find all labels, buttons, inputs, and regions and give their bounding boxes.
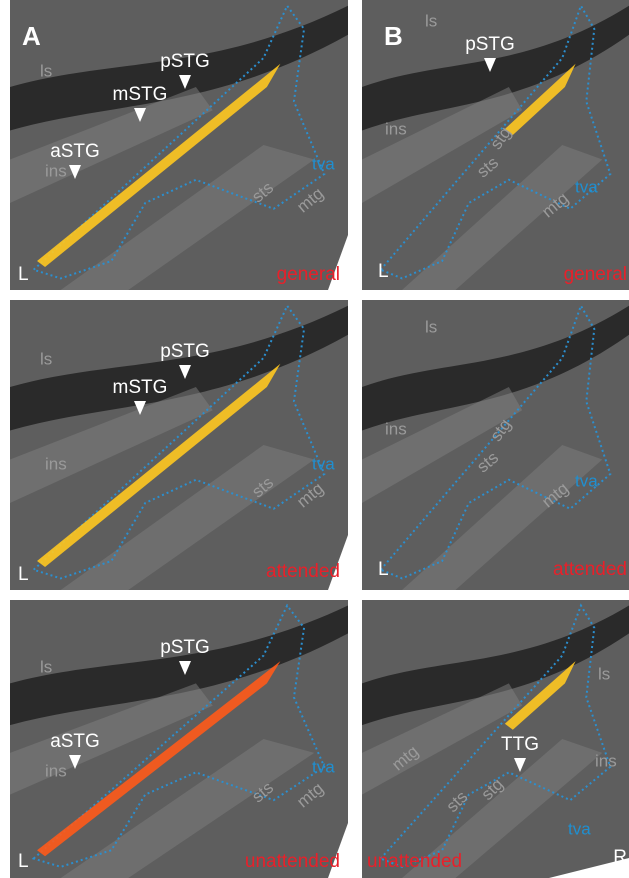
panel-letter: A: [22, 21, 41, 51]
peak-label: TTG: [501, 734, 539, 755]
anatomy-label: ins: [385, 119, 407, 138]
anatomy-label: ins: [45, 761, 67, 780]
peak-label: aSTG: [50, 731, 100, 752]
anatomy-label: ins: [45, 454, 67, 473]
peak-label: mSTG: [113, 84, 168, 105]
roi-label: tva: [575, 471, 598, 490]
hemisphere-label: L: [18, 851, 29, 872]
peak-label: pSTG: [465, 34, 515, 55]
roi-label: tva: [575, 177, 598, 196]
panel-letter: B: [384, 21, 403, 51]
anatomy-label: ls: [598, 664, 610, 683]
anatomy-label: ins: [45, 161, 67, 180]
anatomy-label: ls: [40, 657, 52, 676]
anatomy-label: ls: [425, 317, 437, 336]
condition-label: attended: [266, 561, 340, 582]
hemisphere-label: L: [18, 264, 29, 285]
anatomy-label: ins: [385, 419, 407, 438]
peak-label: pSTG: [160, 341, 210, 362]
peak-label: aSTG: [50, 141, 100, 162]
roi-label: tva: [312, 757, 335, 776]
anatomy-label: ls: [425, 11, 437, 30]
hemisphere-label: L: [378, 559, 389, 580]
condition-label: attended: [553, 559, 627, 580]
roi-label: tva: [568, 819, 591, 838]
hemisphere-label: L: [378, 261, 389, 282]
condition-label: unattended: [367, 851, 462, 872]
condition-label: general: [564, 264, 627, 285]
anatomy-label: ins: [595, 751, 617, 770]
condition-label: unattended: [245, 851, 340, 872]
condition-label: general: [277, 264, 340, 285]
anatomy-label: ls: [40, 61, 52, 80]
peak-label: pSTG: [160, 637, 210, 658]
peak-label: pSTG: [160, 51, 210, 72]
anatomy-label: ls: [40, 349, 52, 368]
hemisphere-label: L: [18, 564, 29, 585]
peak-label: mSTG: [113, 377, 168, 398]
hemisphere-label: R: [613, 847, 627, 868]
roi-label: tva: [312, 154, 335, 173]
roi-label: tva: [312, 454, 335, 473]
figure: AlsinsstsmtgpSTGmSTGaSTGtvaLgenerallsins…: [0, 0, 629, 878]
